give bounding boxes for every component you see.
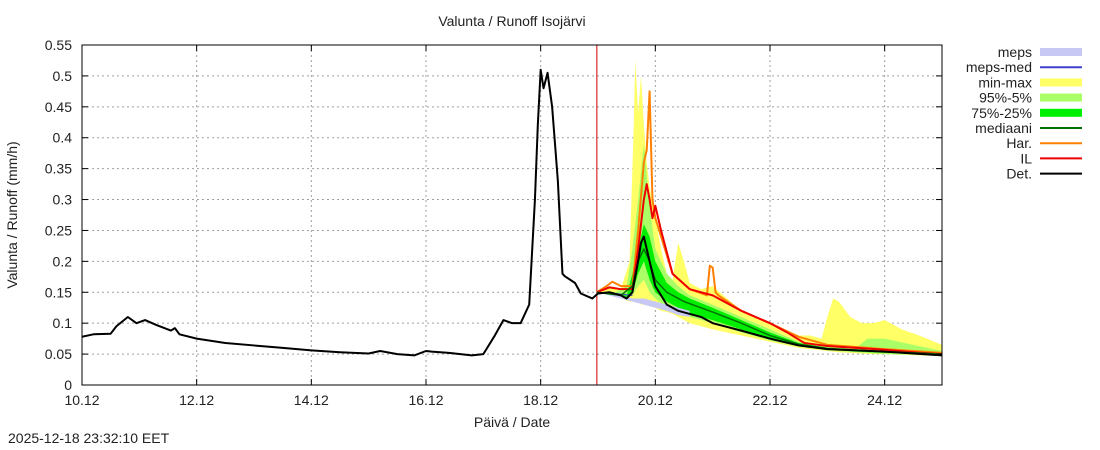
x-tick-label: 10.12 bbox=[64, 392, 99, 408]
y-axis-label: Valunta / Runoff (mm/h) bbox=[4, 141, 20, 288]
y-tick-label: 0.25 bbox=[45, 222, 72, 238]
legend-swatch bbox=[1040, 108, 1082, 117]
x-axis-label: Päivä / Date bbox=[474, 414, 550, 430]
x-axis-ticks: 10.12 12.12 14.12 16.12 18.12 20.12 22.12 24.12 bbox=[64, 45, 902, 408]
legend-label: meps bbox=[998, 44, 1032, 60]
legend-label: IL bbox=[1020, 150, 1032, 166]
y-tick-label: 0.2 bbox=[53, 253, 73, 269]
band-meps bbox=[596, 292, 690, 317]
y-tick-label: 0.3 bbox=[53, 192, 73, 208]
legend-label: Det. bbox=[1006, 166, 1032, 182]
chart-title: Valunta / Runoff Isojärvi bbox=[438, 13, 585, 29]
y-tick-label: 0.45 bbox=[45, 99, 72, 115]
legend-swatch bbox=[1040, 78, 1082, 87]
plot-frame bbox=[81, 44, 943, 386]
x-tick-label: 12.12 bbox=[179, 392, 214, 408]
grid-lines bbox=[82, 45, 942, 385]
series-det bbox=[81, 68, 943, 357]
y-tick-label: 0.35 bbox=[45, 161, 72, 177]
legend-label: meps-med bbox=[966, 59, 1032, 75]
y-tick-label: 0.4 bbox=[53, 130, 73, 146]
x-tick-label: 16.12 bbox=[408, 392, 443, 408]
legend: mepsmeps-medmin-max95%-5%75%-25%mediaani… bbox=[966, 44, 1082, 182]
series-il bbox=[596, 183, 943, 356]
band-75%-25% bbox=[596, 224, 942, 356]
y-tick-label: 0.55 bbox=[45, 37, 72, 53]
y-tick-label: 0.5 bbox=[53, 68, 73, 84]
y-tick-label: 0.1 bbox=[53, 315, 73, 331]
x-tick-label: 24.12 bbox=[867, 392, 902, 408]
timestamp: 2025-12-18 23:32:10 EET bbox=[8, 430, 170, 446]
y-tick-label: 0.15 bbox=[45, 284, 72, 300]
legend-swatch bbox=[1040, 93, 1082, 102]
legend-label: min-max bbox=[978, 74, 1032, 90]
legend-label: Har. bbox=[1006, 135, 1032, 151]
y-tick-label: 0 bbox=[64, 377, 72, 393]
data-series bbox=[81, 68, 943, 357]
x-tick-label: 14.12 bbox=[294, 392, 329, 408]
legend-label: mediaani bbox=[975, 120, 1032, 136]
x-tick-label: 22.12 bbox=[752, 392, 787, 408]
legend-label: 75%-25% bbox=[971, 105, 1032, 121]
x-tick-label: 18.12 bbox=[523, 392, 558, 408]
y-axis-ticks: 0 0.05 0.1 0.15 0.2 0.25 0.3 0.35 0.4 0.45 0.5 0.55 bbox=[45, 37, 942, 393]
legend-swatch bbox=[1040, 48, 1082, 56]
y-tick-label: 0.05 bbox=[45, 346, 72, 362]
legend-label: 95%-5% bbox=[979, 90, 1032, 106]
x-tick-label: 20.12 bbox=[638, 392, 673, 408]
